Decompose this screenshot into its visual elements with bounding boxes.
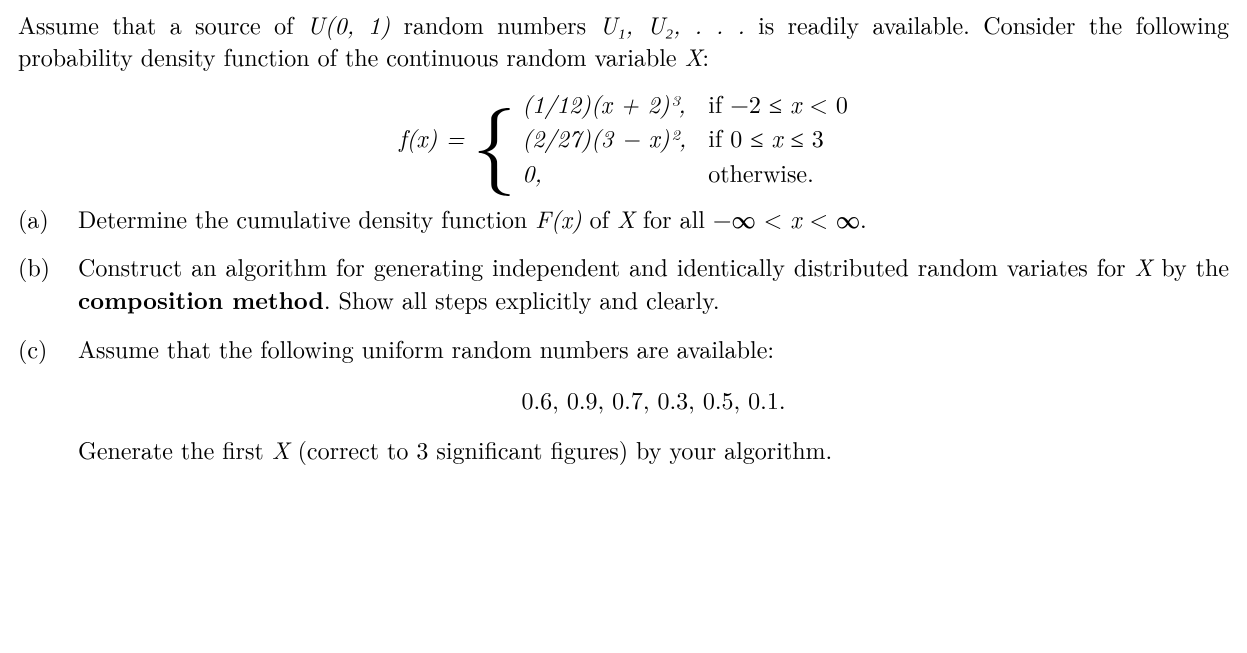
colon: : [702, 39, 709, 73]
piecewise-lhs: f(x) = [399, 121, 464, 153]
var-x: X [685, 39, 703, 73]
problem-parts: (a) Determine the cumulative density fun… [18, 202, 1229, 465]
part-b-bythe: by the [1152, 249, 1229, 283]
u-sequence: U₁, U₂, . . . [599, 7, 744, 41]
intro-text-end: is readily available. Consider [745, 7, 1076, 41]
case1-cond: if −2 ≤ x < 0 [708, 87, 848, 119]
case1-expr: (1/12)(x + 2)³, [522, 87, 686, 119]
part-c-line2: Generate the first X (correct to 3 signi… [78, 433, 1229, 465]
part-a-label: (a) [18, 202, 78, 234]
part-a-x: X [617, 201, 635, 235]
part-b-body: Construct an algorithm for generating in… [78, 250, 1229, 316]
part-a-body: Determine the cumulative density functio… [78, 202, 1229, 234]
part-c-numbers: 0.6, 0.9, 0.7, 0.3, 0.5, 0.1. [78, 383, 1229, 415]
case3-expr: 0, [522, 156, 686, 188]
part-a-xvar: x [790, 201, 801, 235]
part-b-bold: composition method [78, 283, 324, 317]
part-b-x: X [1134, 249, 1152, 283]
part-a-fx: F(x) [535, 201, 581, 235]
part-a-forall: for all −∞ < [635, 201, 790, 235]
part-a-ltinf: < ∞. [801, 201, 866, 235]
part-a-pre: Determine the cumulative density functio… [78, 201, 535, 235]
part-b-pre: Construct an algorithm for generating in… [78, 249, 1134, 283]
intro-text-mid: random numbers [390, 7, 599, 41]
piecewise-function: f(x) = { (1/12)(x + 2)³, if −2 ≤ x < 0 (… [18, 87, 1229, 188]
part-c-line2-x: X [272, 432, 290, 466]
part-c-line2-post: (correct to 3 significant figures) by yo… [290, 432, 833, 466]
uniform-dist: U(0, 1) [307, 7, 390, 41]
case2-expr: (2/27)(3 − x)², [522, 121, 686, 153]
part-c-label: (c) [18, 332, 78, 465]
part-a-of: of [582, 201, 617, 235]
part-a: (a) Determine the cumulative density fun… [18, 202, 1229, 234]
piecewise-cases: (1/12)(x + 2)³, if −2 ≤ x < 0 (2/27)(3 −… [522, 87, 848, 188]
part-c-body: Assume that the following uniform random… [78, 332, 1229, 465]
part-b-after: . Show all steps explicitly and clearly. [324, 282, 720, 316]
left-brace-icon: { [472, 98, 516, 177]
part-b-label: (b) [18, 250, 78, 316]
part-c-line2-pre: Generate the first [78, 432, 272, 466]
case2-cond: if 0 ≤ x ≤ 3 [708, 121, 848, 153]
part-c: (c) Assume that the following uniform ra… [18, 332, 1229, 465]
part-c-line1: Assume that the following uniform random… [78, 332, 1229, 364]
part-b: (b) Construct an algorithm for generatin… [18, 250, 1229, 316]
problem-intro: Assume that a source of U(0, 1) random n… [18, 8, 1229, 73]
intro-text: Assume that a source of [18, 7, 307, 41]
case3-cond: otherwise. [708, 156, 848, 188]
